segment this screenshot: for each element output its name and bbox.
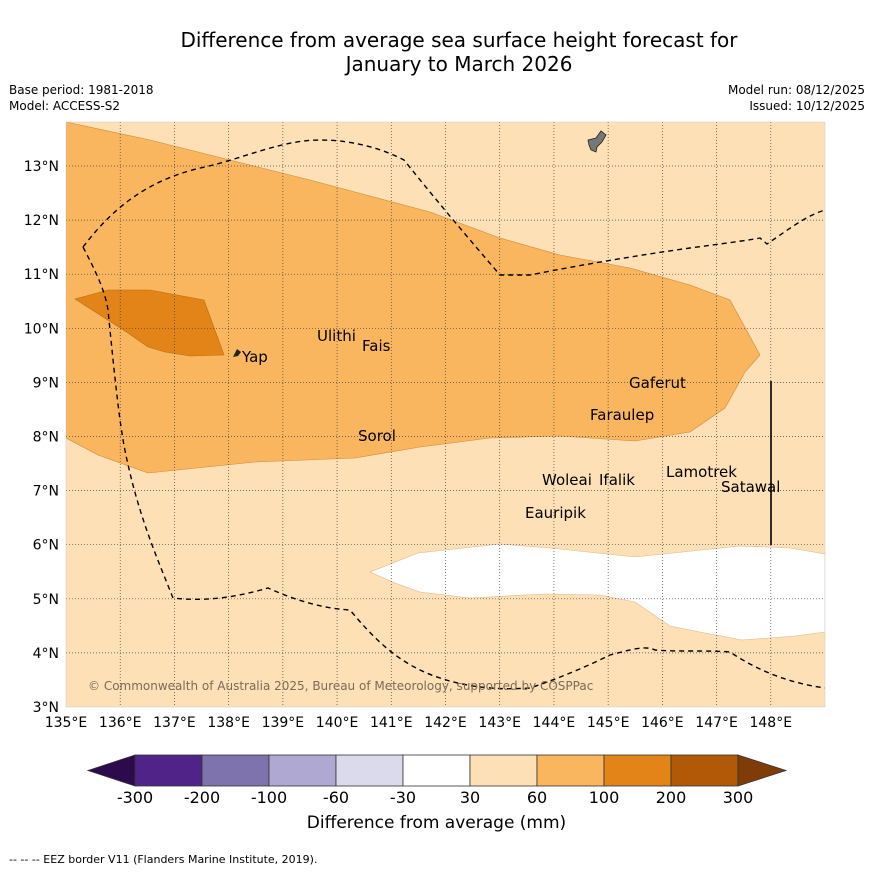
colorbar-label: -30 xyxy=(390,788,416,807)
base-period-text: Base period: 1981-2018 xyxy=(9,83,154,97)
title-line-2: January to March 2026 xyxy=(345,52,573,76)
colorbar-box xyxy=(201,754,270,787)
colorbar-extend-low xyxy=(86,754,136,787)
place-label-lamotrek: Lamotrek xyxy=(666,463,737,481)
anomaly-zone-60-100 xyxy=(66,122,761,474)
colorbar-box xyxy=(268,754,337,787)
place-label-faraulep: Faraulep xyxy=(590,406,654,424)
lon-tick-label: 142°E xyxy=(424,715,467,731)
colorbar-box xyxy=(469,754,538,787)
footnote: -- -- -- EEZ border V11 (Flanders Marine… xyxy=(9,853,318,866)
colorbar-label: -100 xyxy=(251,788,287,807)
lon-tick-label: 144°E xyxy=(533,715,576,731)
colorbar-box xyxy=(670,754,739,787)
model-text: Model: ACCESS-S2 xyxy=(9,99,121,113)
lat-tick-label: 8°N xyxy=(33,430,59,446)
place-label-woleai: Woleai xyxy=(542,471,592,489)
lat-tick-label: 13°N xyxy=(24,159,59,175)
lon-tick-label: 148°E xyxy=(749,715,792,731)
lat-tick-label: 10°N xyxy=(24,321,59,337)
lon-tick-label: 135°E xyxy=(45,715,88,731)
issued-text: Issued: 10/12/2025 xyxy=(749,99,865,113)
place-label-ifalik: Ifalik xyxy=(599,471,635,489)
anomaly-zone-100-200 xyxy=(74,289,225,357)
chart-title: Difference from average sea surface heig… xyxy=(0,28,873,76)
guam-island xyxy=(587,130,607,153)
lat-tick-label: 6°N xyxy=(33,538,59,554)
colorbar-boxes xyxy=(86,754,788,787)
map-frame xyxy=(65,121,826,708)
colorbar-label: 30 xyxy=(460,788,480,807)
place-label-ulithi: Ulithi xyxy=(317,327,356,345)
colorbar-label: -200 xyxy=(184,788,220,807)
colorbar-label: -60 xyxy=(323,788,349,807)
lon-tick-label: 145°E xyxy=(587,715,630,731)
place-labels: Yap Ulithi Fais Gaferut Faraulep Sorol W… xyxy=(241,327,780,522)
colorbar-box xyxy=(134,754,203,787)
place-label-yap: Yap xyxy=(241,348,268,366)
islands xyxy=(233,130,607,357)
place-label-sorol: Sorol xyxy=(358,427,396,445)
place-label-eauripik: Eauripik xyxy=(525,504,586,522)
lat-tick-label: 4°N xyxy=(33,646,59,662)
eez-border-fsm xyxy=(82,139,825,276)
colorbar-box xyxy=(335,754,404,787)
lat-tick-label: 9°N xyxy=(33,375,59,391)
eez-border-palau xyxy=(82,246,825,690)
meta-left: Base period: 1981-2018 Model: ACCESS-S2 xyxy=(9,82,154,114)
copyright-text: © Commonwealth of Australia 2025, Bureau… xyxy=(88,679,593,693)
lon-tick-label: 147°E xyxy=(695,715,738,731)
lon-tick-label: 137°E xyxy=(153,715,196,731)
lat-tick-label: 12°N xyxy=(24,213,59,229)
gridlines xyxy=(66,122,825,707)
colorbar-label: 60 xyxy=(527,788,547,807)
lon-tick-label: 136°E xyxy=(99,715,142,731)
title-line-1: Difference from average sea surface heig… xyxy=(180,28,738,52)
colorbar-label: 200 xyxy=(656,788,687,807)
place-label-gaferut: Gaferut xyxy=(629,374,686,392)
colorbar-label: -300 xyxy=(117,788,153,807)
meta-right: Model run: 08/12/2025 Issued: 10/12/2025 xyxy=(728,82,865,114)
anomaly-zone-neutral xyxy=(369,543,825,641)
lon-tick-label: 138°E xyxy=(207,715,250,731)
colorbar-extend-high xyxy=(737,754,788,787)
colorbar-labels: -300 -200 -100 -60 -30 30 60 100 200 300 xyxy=(117,788,753,807)
place-label-satawal: Satawal xyxy=(721,478,780,496)
colorbar-title: Difference from average (mm) xyxy=(306,813,567,833)
lon-tick-label: 140°E xyxy=(316,715,359,731)
lat-tick-label: 3°N xyxy=(33,700,59,716)
colorbar-box xyxy=(402,754,471,787)
yap-island xyxy=(233,349,241,357)
lon-tick-label: 146°E xyxy=(641,715,684,731)
lat-tick-label: 7°N xyxy=(33,484,59,500)
colorbar-box xyxy=(536,754,605,787)
colorbar-label: 300 xyxy=(723,788,754,807)
lon-tick-label: 143°E xyxy=(478,715,521,731)
latitude-tick-labels: 3°N 4°N 5°N 6°N 7°N 8°N 9°N 10°N 11°N 12°N 13°N xyxy=(24,159,59,716)
eez-borders xyxy=(82,139,825,690)
lat-tick-label: 11°N xyxy=(24,267,59,283)
longitude-tick-labels: 135°E 136°E 137°E 138°E 139°E 140°E 141°E 142°E… xyxy=(45,715,792,731)
model-run-text: Model run: 08/12/2025 xyxy=(727,83,865,97)
colorbar-label: 100 xyxy=(589,788,620,807)
lon-tick-label: 141°E xyxy=(370,715,413,731)
lat-tick-label: 5°N xyxy=(33,592,59,608)
place-label-fais: Fais xyxy=(362,337,391,355)
lon-tick-label: 139°E xyxy=(262,715,305,731)
colorbar-box xyxy=(603,754,672,787)
